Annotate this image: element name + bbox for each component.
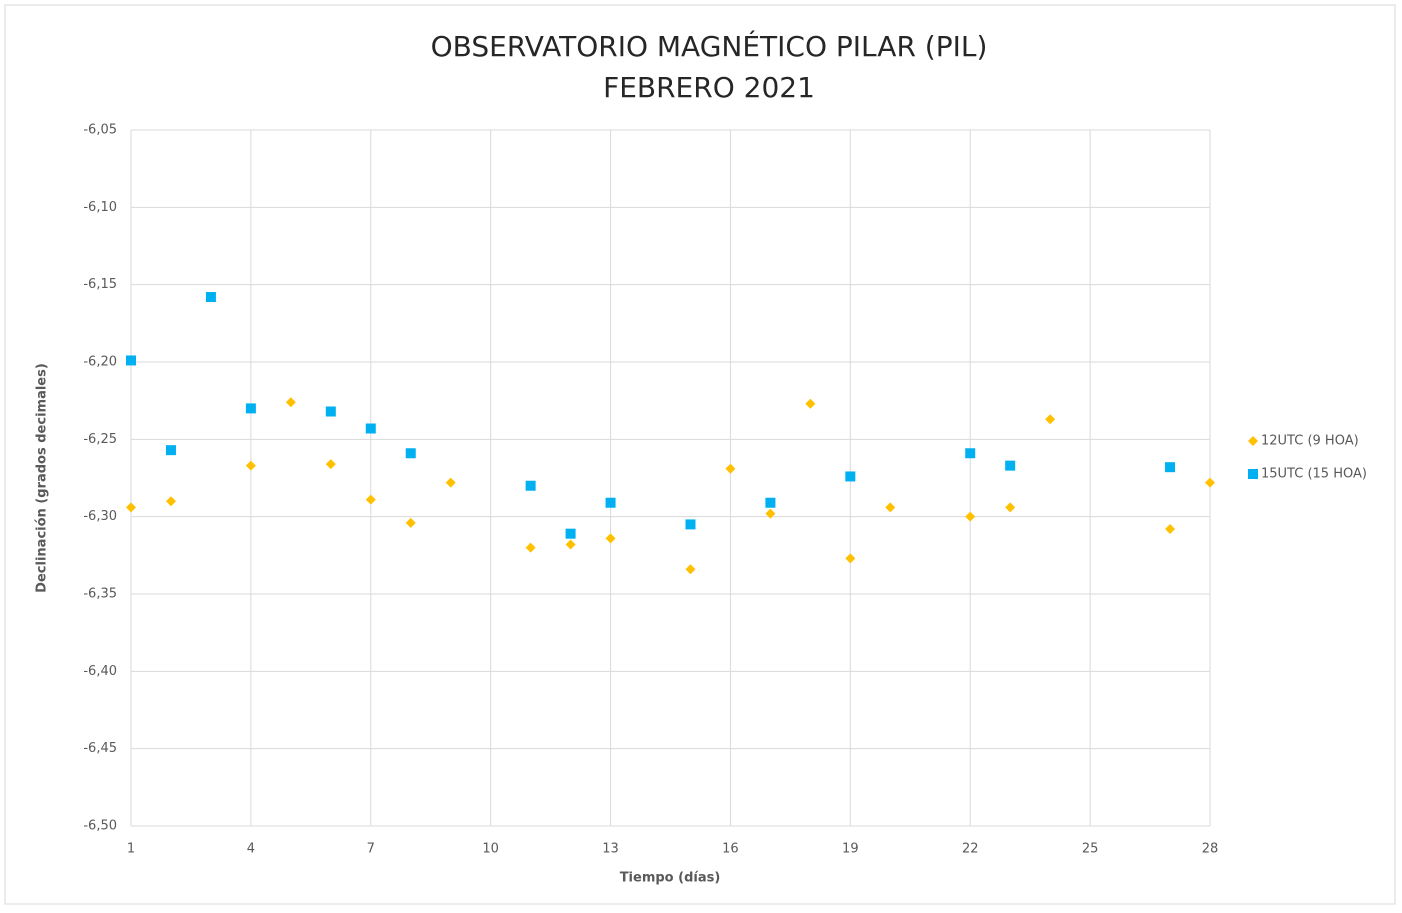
x-tick-label: 10	[482, 842, 499, 857]
point	[325, 406, 336, 417]
legend-marker	[1248, 436, 1258, 446]
point	[245, 460, 256, 471]
x-tick-label: 16	[722, 842, 739, 857]
y-axis-label: Declinación (grados decimales)	[35, 363, 50, 593]
point	[165, 445, 176, 456]
point	[1165, 462, 1176, 473]
chart-border	[4, 4, 1396, 905]
point	[365, 423, 376, 434]
y-tick-label: -6,50	[83, 819, 117, 834]
point	[525, 542, 536, 553]
point	[1045, 414, 1056, 425]
point	[965, 511, 976, 522]
x-tick-label: 25	[1082, 842, 1099, 857]
x-tick-label: 13	[602, 842, 619, 857]
point	[445, 477, 456, 488]
chart-subtitle: FEBRERO 2021	[603, 71, 815, 104]
point	[805, 398, 816, 409]
x-tick-label: 19	[842, 842, 859, 857]
chart-title: OBSERVATORIO MAGNÉTICO PILAR (PIL)	[431, 29, 988, 63]
point	[725, 463, 736, 474]
point	[1005, 460, 1016, 471]
point	[1165, 524, 1176, 535]
point	[605, 497, 616, 508]
x-tick-label: 7	[367, 842, 375, 857]
point	[565, 539, 576, 550]
point	[1205, 477, 1215, 488]
y-tick-label: -6,35	[83, 587, 117, 602]
point	[605, 533, 616, 544]
legend-label: 12UTC (9 HOA)	[1261, 434, 1359, 449]
x-tick-label: 28	[1202, 842, 1219, 857]
point	[1005, 502, 1016, 513]
point	[205, 292, 216, 303]
y-tick-label: -6,45	[83, 741, 117, 756]
legend-label: 15UTC (15 HOA)	[1261, 467, 1367, 482]
point	[245, 403, 256, 414]
y-tick-label: -6,05	[83, 123, 117, 138]
point	[126, 502, 136, 513]
point	[845, 471, 856, 482]
point	[325, 459, 336, 470]
point	[765, 508, 776, 519]
y-tick-label: -6,20	[83, 355, 117, 370]
y-tick-label: -6,40	[83, 664, 117, 679]
point	[405, 448, 416, 459]
point	[525, 480, 536, 491]
point	[845, 553, 856, 564]
x-tick-label: 4	[247, 842, 255, 857]
point	[565, 528, 576, 539]
x-tick-label: 1	[127, 842, 135, 857]
point	[365, 494, 376, 505]
x-axis-label: Tiempo (días)	[620, 871, 721, 886]
y-tick-label: -6,30	[83, 509, 117, 524]
point	[685, 519, 696, 530]
point	[965, 448, 976, 459]
y-tick-label: -6,25	[83, 432, 117, 447]
x-tick-label: 22	[962, 842, 979, 857]
y-tick-label: -6,15	[83, 277, 117, 292]
point	[285, 397, 296, 408]
y-tick-label: -6,10	[83, 200, 117, 215]
point	[685, 564, 696, 575]
point	[126, 355, 136, 366]
point	[885, 502, 896, 513]
point	[765, 497, 776, 508]
legend-marker	[1248, 469, 1258, 479]
point	[405, 517, 416, 528]
point	[165, 496, 176, 507]
